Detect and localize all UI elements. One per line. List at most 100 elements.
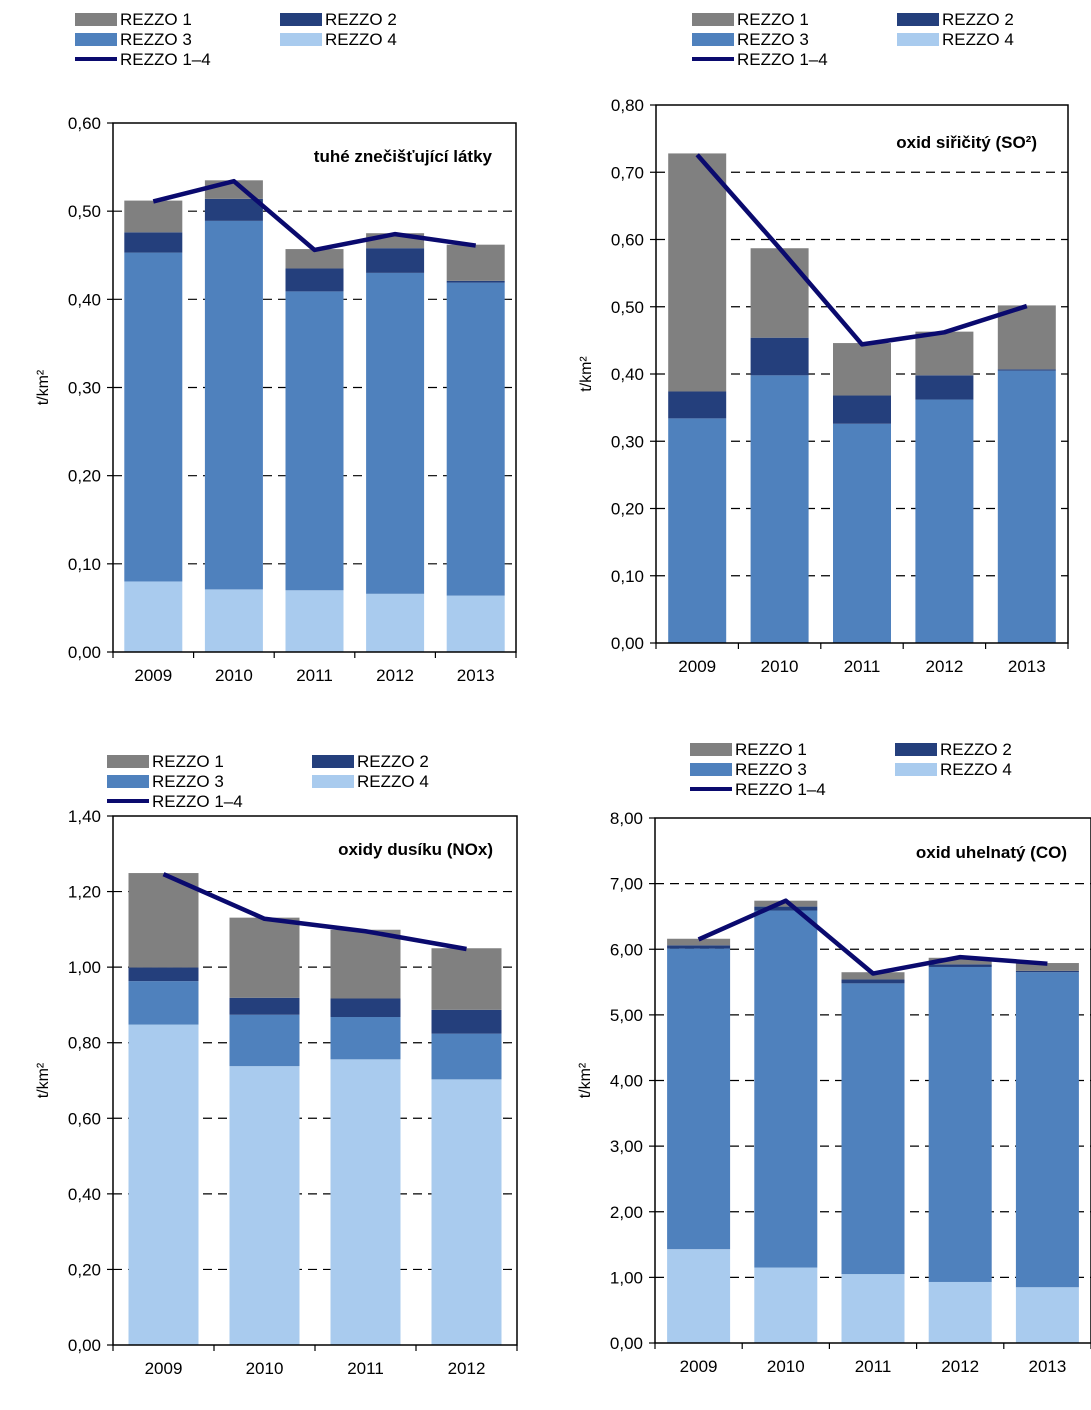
co-legend-item: REZZO 4 bbox=[895, 760, 1012, 779]
so2-bar-rezzo-3 bbox=[833, 423, 891, 643]
nox-y-tick-label: 0,00 bbox=[68, 1336, 101, 1355]
so2-y-tick-label: 0,00 bbox=[611, 634, 644, 653]
tzl-legend-item: REZZO 1 bbox=[75, 10, 192, 29]
tzl-legend-label: REZZO 1–4 bbox=[120, 50, 211, 69]
so2-bar-rezzo-2 bbox=[997, 369, 1056, 371]
so2-x-tick-label: 2013 bbox=[1008, 657, 1046, 676]
chart-svg-nox: REZZO 1 REZZO 2 REZZO 3 REZZO 4 REZZO 1–4 0,0… bbox=[35, 752, 518, 1378]
chart-svg-tzl: REZZO 1 REZZO 2 REZZO 3 REZZO 4 REZZO 1–4 0,0… bbox=[35, 10, 517, 685]
co-legend: REZZO 1 REZZO 2 REZZO 3 REZZO 4 REZZO 1–4 bbox=[690, 740, 1012, 799]
co-y-tick-label: 1,00 bbox=[610, 1268, 643, 1287]
co-legend-label: REZZO 1 bbox=[735, 740, 807, 759]
so2-legend-item: REZZO 1–4 bbox=[692, 50, 828, 69]
co-legend-swatch bbox=[690, 743, 732, 756]
nox-legend-swatch bbox=[312, 755, 354, 768]
co-y-axis-label: t/km² bbox=[577, 1062, 594, 1098]
nox-legend: REZZO 1 REZZO 2 REZZO 3 REZZO 4 REZZO 1–4 bbox=[107, 752, 429, 811]
co-y-tick-label: 5,00 bbox=[610, 1006, 643, 1025]
tzl-x-axis: 2009 2010 2011 2012 2013 bbox=[112, 652, 517, 685]
tzl-y-tick-label: 0,10 bbox=[68, 555, 101, 574]
nox-legend-swatch bbox=[312, 775, 354, 788]
nox-y-tick-label: 0,20 bbox=[68, 1260, 101, 1279]
so2-bar-rezzo-2 bbox=[915, 375, 974, 400]
so2-x-tick-label: 2009 bbox=[678, 657, 716, 676]
nox-bar-rezzo-3 bbox=[128, 981, 199, 1025]
so2-bar-rezzo-2 bbox=[750, 337, 809, 376]
nox-legend-item: REZZO 4 bbox=[312, 772, 429, 791]
so2-legend-label: REZZO 1 bbox=[737, 10, 809, 29]
tzl-bar-rezzo-1 bbox=[285, 249, 344, 269]
co-y-tick-label: 0,00 bbox=[610, 1334, 643, 1353]
co-bar-rezzo-4 bbox=[667, 1249, 731, 1343]
nox-y-tick-label: 0,60 bbox=[68, 1109, 101, 1128]
nox-bar-rezzo-2 bbox=[229, 997, 300, 1015]
nox-legend-label: REZZO 2 bbox=[357, 752, 429, 771]
co-x-axis: 2009 2010 2011 2012 2013 bbox=[654, 1343, 1091, 1376]
tzl-bar-rezzo-4 bbox=[204, 589, 263, 652]
co-bar-rezzo-4 bbox=[754, 1267, 818, 1343]
co-y-tick-label: 3,00 bbox=[610, 1137, 643, 1156]
so2-y-tick-label: 0,20 bbox=[611, 500, 644, 519]
tzl-x-tick-label: 2011 bbox=[296, 666, 333, 685]
co-bar-rezzo-3 bbox=[928, 966, 992, 1282]
co-legend-item: REZZO 3 bbox=[690, 760, 807, 779]
so2-y-tick-label: 0,50 bbox=[611, 298, 644, 317]
nox-bar-rezzo-2 bbox=[330, 998, 401, 1018]
co-bar-rezzo-2 bbox=[928, 964, 992, 967]
tzl-y-axis: 0,00 0,10 0,20 0,30 0,40 0,50 0,60 bbox=[68, 114, 113, 662]
nox-legend-item: REZZO 1 bbox=[107, 752, 224, 771]
nox-y-axis: 0,00 0,20 0,40 0,60 0,80 1,00 1,20 1,40 bbox=[68, 807, 113, 1355]
so2-legend-item: REZZO 3 bbox=[692, 30, 809, 49]
tzl-legend-swatch bbox=[75, 13, 117, 26]
so2-bar-rezzo-3 bbox=[668, 418, 727, 643]
so2-bar-rezzo-2 bbox=[833, 395, 891, 424]
tzl-y-axis-label: t/km² bbox=[35, 369, 52, 405]
chart-svg-so2: REZZO 1 REZZO 2 REZZO 3 REZZO 4 REZZO 1–4 0,0… bbox=[578, 10, 1069, 676]
nox-legend-item: REZZO 2 bbox=[312, 752, 429, 771]
co-legend-swatch bbox=[895, 763, 937, 776]
tzl-bar-rezzo-3 bbox=[285, 291, 344, 591]
nox-bar-rezzo-4 bbox=[128, 1024, 199, 1345]
tzl-legend-item: REZZO 1–4 bbox=[75, 50, 211, 69]
co-y-tick-label: 2,00 bbox=[610, 1203, 643, 1222]
tzl-legend-label: REZZO 2 bbox=[325, 10, 397, 29]
tzl-y-tick-label: 0,60 bbox=[68, 114, 101, 133]
so2-bar-rezzo-1 bbox=[997, 305, 1056, 370]
nox-y-tick-label: 1,20 bbox=[68, 883, 101, 902]
nox-legend-label: REZZO 4 bbox=[357, 772, 429, 791]
so2-legend-label: REZZO 2 bbox=[942, 10, 1014, 29]
tzl-bar-rezzo-2 bbox=[204, 198, 263, 221]
nox-line-rezzo-1-4 bbox=[162, 872, 467, 952]
nox-x-tick-label: 2010 bbox=[246, 1359, 284, 1378]
nox-bar-rezzo-3 bbox=[229, 1014, 300, 1067]
nox-x-tick-label: 2012 bbox=[448, 1359, 486, 1378]
tzl-bar-rezzo-2 bbox=[366, 248, 425, 273]
co-bar-rezzo-3 bbox=[1015, 972, 1079, 1288]
so2-y-tick-label: 0,40 bbox=[611, 365, 644, 384]
nox-bar-rezzo-4 bbox=[431, 1079, 502, 1345]
nox-bar-rezzo-1 bbox=[128, 873, 199, 968]
so2-y-axis-label: t/km² bbox=[578, 356, 595, 392]
co-x-tick-label: 2010 bbox=[767, 1357, 805, 1376]
co-bar-rezzo-1 bbox=[928, 957, 992, 965]
so2-legend-swatch bbox=[692, 13, 734, 26]
so2-legend-item: REZZO 4 bbox=[897, 30, 1014, 49]
so2-x-tick-label: 2010 bbox=[761, 657, 799, 676]
nox-y-axis-label: t/km² bbox=[35, 1062, 52, 1098]
co-legend-label: REZZO 1–4 bbox=[735, 780, 826, 799]
co-legend-item: REZZO 1–4 bbox=[690, 780, 826, 799]
tzl-bar-rezzo-2 bbox=[285, 268, 344, 292]
co-chart-title: oxid uhelnatý (CO) bbox=[916, 843, 1067, 862]
so2-bar-rezzo-3 bbox=[915, 399, 974, 643]
co-legend-label: REZZO 2 bbox=[940, 740, 1012, 759]
tzl-x-tick-label: 2012 bbox=[376, 666, 414, 685]
nox-legend-item: REZZO 3 bbox=[107, 772, 224, 791]
so2-bar-rezzo-1 bbox=[750, 248, 809, 338]
nox-x-axis: 2009 2010 2011 2012 bbox=[112, 1345, 518, 1378]
nox-y-tick-label: 1,40 bbox=[68, 807, 101, 826]
so2-x-tick-label: 2011 bbox=[844, 657, 881, 676]
tzl-bar-rezzo-3 bbox=[446, 282, 505, 596]
co-y-tick-label: 7,00 bbox=[610, 875, 643, 894]
co-bar-rezzo-3 bbox=[754, 910, 818, 1268]
tzl-bar-rezzo-2 bbox=[124, 232, 183, 253]
